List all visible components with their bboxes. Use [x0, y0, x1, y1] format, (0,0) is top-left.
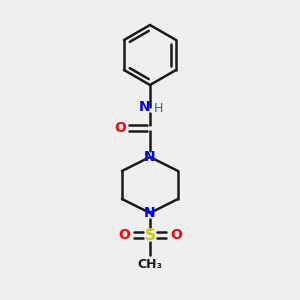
Text: N: N — [144, 150, 156, 164]
Text: N: N — [144, 206, 156, 220]
Text: O: O — [170, 228, 182, 242]
Text: O: O — [114, 121, 126, 135]
Text: CH₃: CH₃ — [137, 257, 163, 271]
Text: N: N — [139, 100, 151, 114]
Text: H: H — [153, 101, 163, 115]
Text: O: O — [118, 228, 130, 242]
Text: S: S — [145, 227, 155, 242]
